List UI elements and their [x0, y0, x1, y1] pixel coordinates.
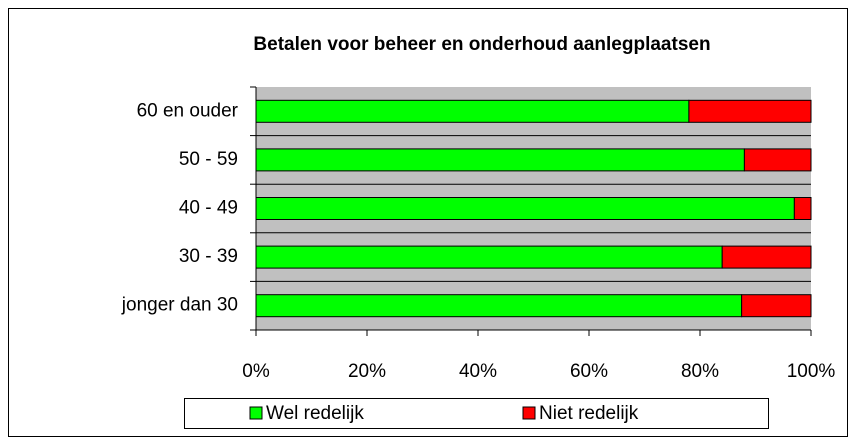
bar-segment — [255, 245, 723, 269]
y-tick-label: 50 - 59 — [179, 149, 238, 170]
bar-segment — [255, 148, 745, 172]
legend-swatch — [522, 406, 536, 420]
x-tick-label: 100% — [787, 361, 836, 382]
bar-segment — [255, 99, 690, 123]
legend-swatch — [249, 406, 263, 420]
bar-segment — [255, 294, 743, 318]
y-tick-label: 30 - 39 — [179, 246, 238, 267]
x-tick-label: 80% — [681, 361, 719, 382]
y-tick-label: 40 - 49 — [179, 198, 238, 219]
bar-segment — [688, 99, 812, 123]
x-tick-label: 60% — [570, 361, 608, 382]
x-tick-label: 0% — [242, 361, 270, 382]
bar-segment — [721, 245, 812, 269]
legend-label: Wel redelijk — [266, 403, 364, 424]
x-tick-label: 20% — [348, 361, 386, 382]
bar-segment — [793, 197, 812, 220]
bar-segment — [255, 197, 795, 220]
legend-box — [184, 398, 769, 429]
chart-title: Betalen voor beheer en onderhoud aanlegp… — [253, 34, 710, 55]
y-tick-label: jonger dan 30 — [121, 295, 238, 316]
x-tick-label: 40% — [459, 361, 497, 382]
legend-label: Niet redelijk — [539, 403, 639, 424]
y-tick-label: 60 en ouder — [137, 100, 239, 121]
bar-segment — [743, 148, 812, 172]
bar-segment — [741, 294, 812, 318]
